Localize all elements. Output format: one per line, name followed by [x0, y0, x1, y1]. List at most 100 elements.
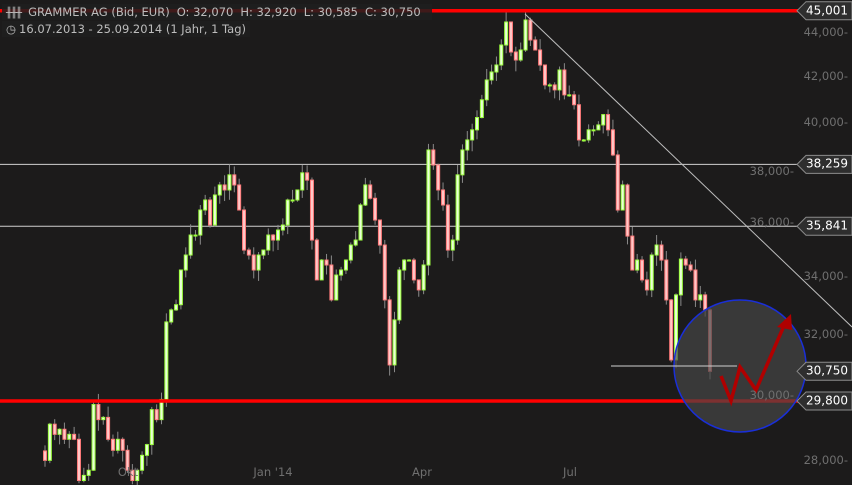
candle-up	[470, 129, 475, 141]
candle-up	[174, 304, 179, 311]
candle-up	[363, 184, 368, 206]
candle-up	[280, 224, 285, 231]
level-price-label: 35,841	[806, 218, 848, 233]
candle-up	[290, 199, 295, 202]
candle-up	[149, 409, 154, 446]
candle-up	[169, 309, 174, 323]
candle-down	[552, 84, 557, 91]
candle-down	[513, 51, 518, 61]
candle-up	[479, 99, 484, 119]
candle-up	[421, 264, 426, 291]
candle-up	[285, 199, 290, 226]
y-tick-label: 32,000-	[803, 326, 848, 341]
candle-down	[43, 450, 47, 461]
candle-up	[275, 229, 280, 241]
candle-down	[688, 264, 693, 271]
high-value: H: 32,920	[240, 5, 297, 19]
candle-up	[426, 149, 431, 266]
candle-up	[334, 274, 339, 301]
ohlc-header: ╫╫╫ GRAMMER AG (Bid, EUR) O: 32,070 H: 32,9…	[2, 4, 432, 20]
candle-up	[567, 94, 572, 97]
candle-up	[343, 259, 348, 271]
candle-up	[115, 438, 120, 451]
candle-down	[562, 69, 567, 96]
candle-up	[358, 204, 363, 241]
candle-up	[596, 124, 601, 131]
date-range-text: 16.07.2013 - 25.09.2014 (1 Jahr, 1 Tag)	[19, 22, 247, 36]
candle-up	[144, 444, 149, 456]
candle-up	[407, 259, 412, 262]
candle-down	[640, 259, 645, 281]
date-range: ◷ 16.07.2013 - 25.09.2014 (1 Jahr, 1 Tag)	[2, 21, 251, 37]
price-tag-shape	[796, 1, 852, 21]
candle-down	[659, 244, 664, 261]
candle-down	[508, 21, 513, 53]
candle-up	[67, 433, 72, 440]
candle-up	[402, 259, 407, 271]
candle-up	[300, 172, 305, 191]
candle-down	[251, 254, 256, 271]
candle-down	[62, 428, 67, 440]
candle-up	[86, 469, 91, 476]
candle-up	[57, 428, 62, 435]
candle-down	[431, 149, 436, 166]
candle-up	[164, 321, 169, 400]
candle-up	[227, 174, 232, 191]
level-price-label: 45,001	[806, 3, 848, 18]
candle-down	[693, 269, 698, 301]
candle-down	[76, 438, 81, 482]
candle-down	[533, 39, 538, 51]
candle-down	[387, 299, 392, 366]
candle-up	[601, 114, 606, 126]
candle-up	[678, 258, 683, 296]
candle-down	[703, 294, 708, 311]
candlestick-icon: ╫╫╫	[6, 8, 22, 19]
candle-up	[635, 259, 640, 271]
level-price-label: 29,800	[806, 393, 848, 408]
candle-up	[319, 259, 324, 281]
clock-icon: ◷	[6, 22, 17, 36]
candle-down	[669, 299, 674, 361]
x-tick-label: Okt	[117, 465, 139, 479]
candle-down	[130, 469, 135, 482]
y-tick-label: 42,000-	[803, 69, 848, 84]
candle-up	[91, 404, 96, 471]
close-value: C: 30,750	[364, 5, 421, 19]
candle-up	[212, 194, 217, 226]
candle-down	[242, 209, 247, 251]
candle-up	[523, 19, 528, 51]
arrow-head-icon	[777, 314, 792, 330]
candle-up	[460, 149, 465, 176]
candle-up	[266, 234, 271, 251]
candle-up	[339, 269, 344, 276]
x-tick-label: Jul	[563, 465, 577, 479]
candle-up	[581, 139, 586, 142]
y-tick-label: 30,000-	[749, 387, 794, 402]
candle-up	[591, 129, 596, 132]
candle-up	[101, 416, 106, 421]
price-tag-shape	[796, 361, 852, 381]
candle-down	[606, 114, 611, 131]
candle-up	[620, 184, 625, 211]
candle-down	[368, 184, 373, 199]
candle-up	[397, 269, 402, 321]
candle-down	[542, 64, 547, 86]
open-value: O: 32,070	[176, 5, 234, 19]
candle-down	[441, 189, 446, 206]
candle-up	[392, 319, 397, 366]
candle-down	[222, 184, 227, 191]
candle-down	[246, 249, 251, 256]
candle-up	[183, 254, 188, 271]
candle-down	[110, 438, 115, 451]
candle-down	[329, 264, 334, 301]
candle-down	[630, 235, 635, 271]
candle-up	[698, 294, 703, 301]
y-tick-label: 40,000-	[803, 115, 848, 130]
candle-down	[382, 244, 387, 301]
candle-down	[610, 129, 615, 156]
candle-down	[572, 94, 577, 106]
candle-up	[256, 254, 261, 271]
candle-down	[208, 199, 213, 226]
